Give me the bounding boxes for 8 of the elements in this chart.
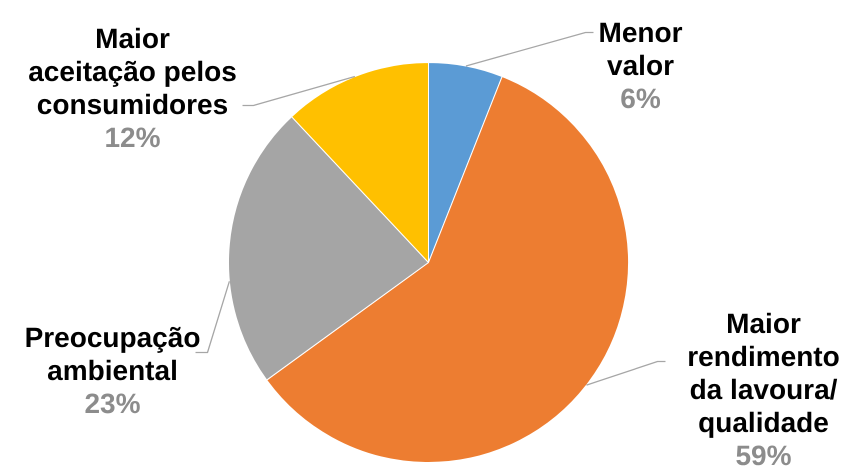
- data-label: 12%: [104, 122, 161, 153]
- data-label: 23%: [84, 388, 141, 419]
- data-label: 6%: [620, 83, 661, 114]
- slice-label: Menor valor: [598, 17, 683, 81]
- slice-label: Maior aceitação pelos consumidores: [28, 23, 237, 120]
- data-label: 59%: [735, 440, 792, 471]
- slice-label: Maior rendimento da lavoura/ qualidade: [687, 308, 840, 438]
- slice-label: Preocupação ambiental: [24, 322, 200, 386]
